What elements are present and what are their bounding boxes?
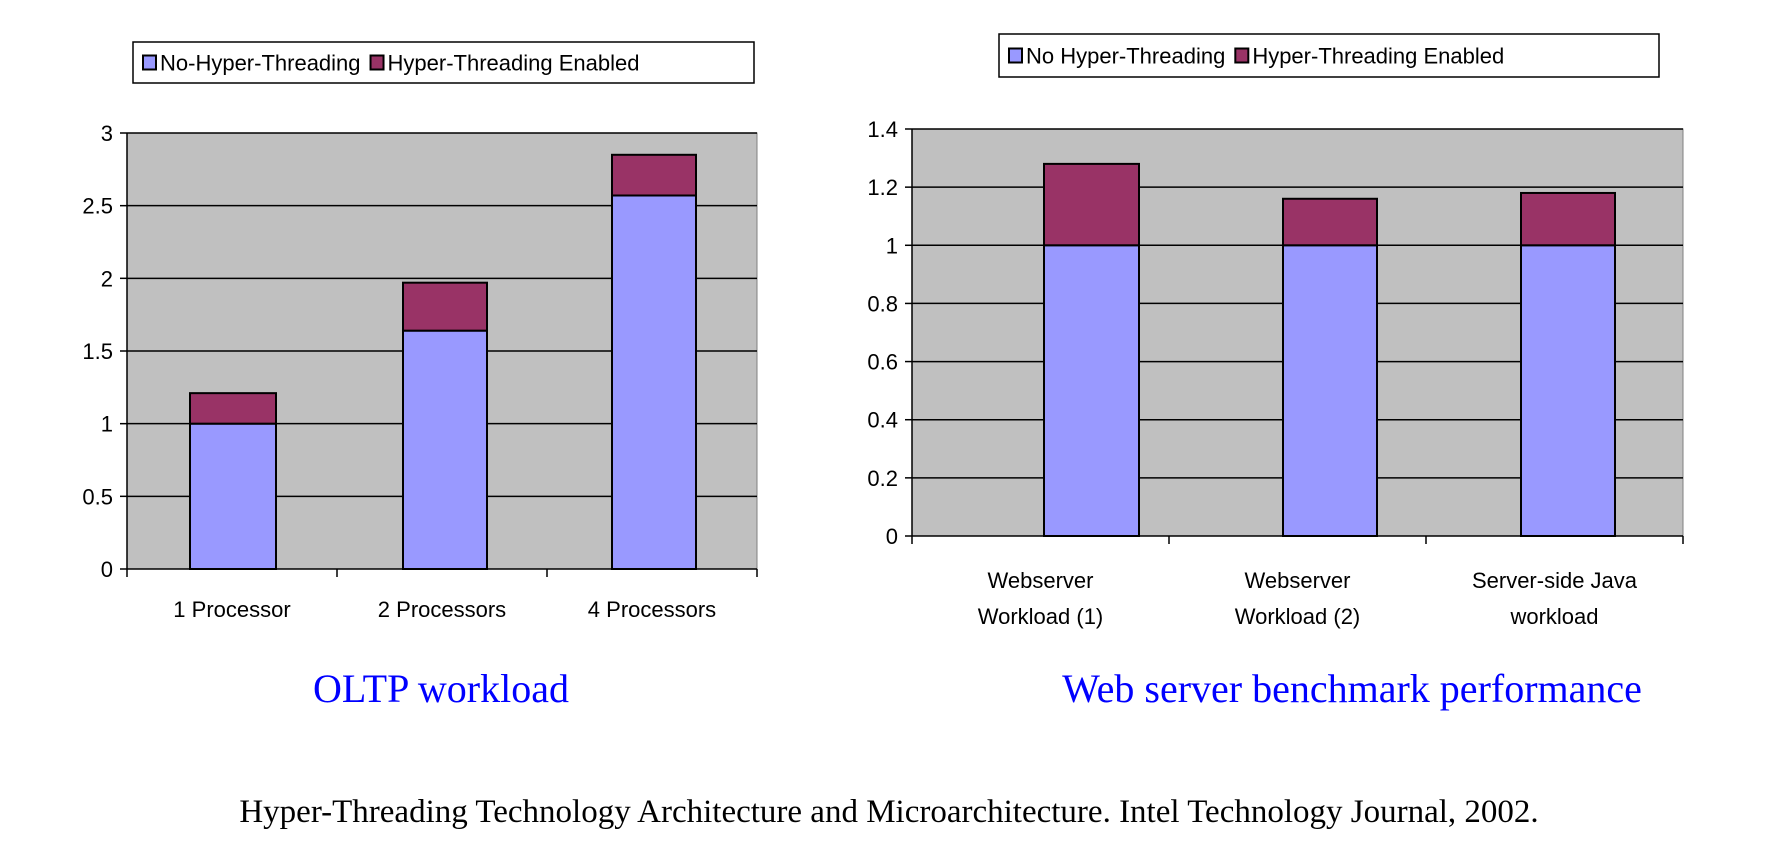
webserver-chart-title: Web server benchmark performance <box>1062 666 1642 711</box>
bar-hyper-threading-enabled <box>402 281 488 332</box>
legend-box <box>998 33 1660 78</box>
bar-no-hyper-threading <box>402 329 488 570</box>
x-tick-label: Webserver <box>988 568 1094 593</box>
legend-label: No-Hyper-Threading <box>160 51 361 76</box>
webserver-chart: 0 0.2 0.4 0.6 0.8 1 1.2 1.4 Webserver Workload (1… <box>867 33 1684 629</box>
y-tick-label: 0 <box>886 524 898 549</box>
legend-label: Hyper-Threading Enabled <box>388 51 640 76</box>
y-tick-label: 2.5 <box>82 194 113 219</box>
legend-label: No Hyper-Threading <box>1026 44 1225 69</box>
y-tick-label: 1.5 <box>82 339 113 364</box>
legend: No-Hyper-Threading Hyper-Threading Enable… <box>132 41 755 84</box>
bar-hyper-threading-enabled <box>611 153 697 197</box>
x-tick-label: 4 Processors <box>588 597 716 622</box>
y-tick-label: 0.8 <box>867 291 898 316</box>
y-tick-label: 3 <box>101 121 113 146</box>
bar-no-hyper-threading <box>1520 244 1616 538</box>
legend-swatch <box>1008 47 1023 64</box>
y-tick-label: 2 <box>101 266 113 291</box>
figure-caption: Hyper-Threading Technology Architecture … <box>239 794 1538 830</box>
x-tick-label: Workload (1) <box>978 604 1104 629</box>
bar-hyper-threading-enabled <box>1520 191 1616 247</box>
legend-label: Hyper-Threading Enabled <box>1252 44 1504 69</box>
x-tick-label: 1 Processor <box>173 597 290 622</box>
y-tick-label: 0 <box>101 557 113 582</box>
y-tick-label: 1.4 <box>867 117 898 142</box>
y-tick-label: 1 <box>101 412 113 437</box>
x-tick-label: 2 Processors <box>378 597 506 622</box>
y-tick-label: 0.4 <box>867 408 898 433</box>
x-tick-label: Workload (2) <box>1235 604 1361 629</box>
oltp-chart: 0 0.5 1 1.5 2 2.5 3 1 Processor 2 Processors 4 Pr… <box>82 41 758 622</box>
bar-hyper-threading-enabled <box>1043 162 1140 247</box>
y-tick-label: 1.2 <box>867 175 898 200</box>
x-tick-label: Server-side Java <box>1472 568 1638 593</box>
legend-box <box>132 41 755 84</box>
bar-no-hyper-threading <box>1282 244 1378 538</box>
x-tick-label: workload <box>1509 604 1598 629</box>
oltp-chart-title: OLTP workload <box>313 666 569 711</box>
bar-hyper-threading-enabled <box>189 392 277 425</box>
y-tick-label: 0.5 <box>82 484 113 509</box>
x-tick-label: Webserver <box>1245 568 1351 593</box>
bar-hyper-threading-enabled <box>1282 197 1378 247</box>
y-tick-label: 0.6 <box>867 350 898 375</box>
bar-no-hyper-threading <box>1043 244 1140 538</box>
legend-swatch <box>142 54 157 71</box>
legend: No Hyper-Threading Hyper-Threading Enable… <box>998 33 1660 78</box>
y-tick-label: 1 <box>886 233 898 258</box>
legend-swatch <box>369 54 385 71</box>
bar-no-hyper-threading <box>611 194 697 570</box>
bar-no-hyper-threading <box>189 422 277 570</box>
legend-swatch <box>1234 47 1250 64</box>
y-tick-label: 0.2 <box>867 466 898 491</box>
